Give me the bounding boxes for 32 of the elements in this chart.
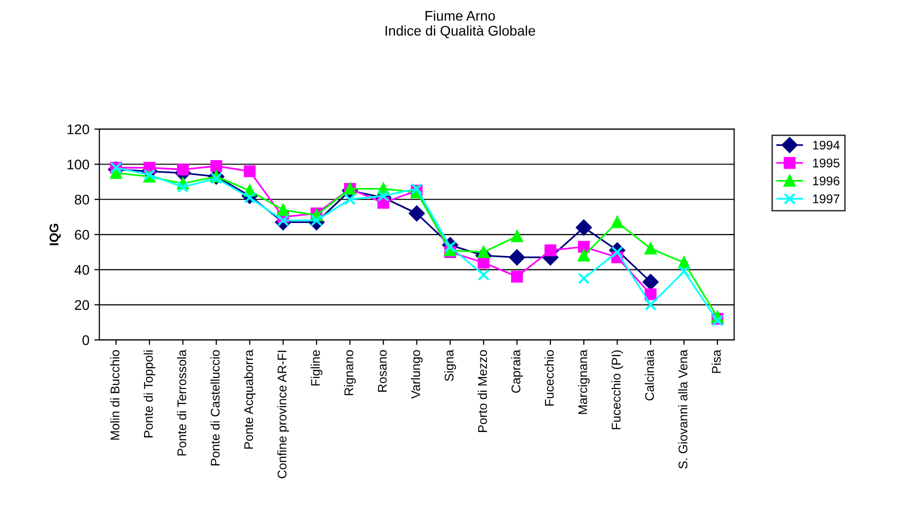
- x-tick-label: Pisa: [712, 350, 721, 373]
- x-tick-label: S. Giovanni alla Vena: [678, 350, 688, 469]
- legend-label: 1997: [813, 194, 840, 204]
- x-tick-label: Fucecchio (PI): [611, 350, 624, 430]
- x-tick-label: Molin di Bucchio: [110, 350, 120, 440]
- y-tick-label: 100: [68, 160, 90, 170]
- x-tick-label: Calcinaia: [644, 350, 654, 400]
- chart-title: Fiume Arno Indice di Qualità Globale: [386, 10, 536, 38]
- y-tick-label: 40: [74, 264, 90, 275]
- x-tick-label: Ponte di Toppoli: [144, 350, 156, 438]
- x-tick-label: Ponte Acquaborra: [244, 350, 256, 449]
- legend-label: 1995: [813, 158, 840, 168]
- x-tick-label: Varlungo: [410, 350, 423, 399]
- y-tick-label: 60: [74, 230, 90, 240]
- legend-label: 1996: [813, 176, 840, 186]
- y-tick-label: 0: [82, 335, 90, 346]
- x-tick-label: Figline: [310, 350, 322, 386]
- x-tick-label: Confine province AR-FI: [277, 350, 289, 478]
- x-tick-label: Ponte di Terrossola: [177, 350, 186, 456]
- y-axis-title: IQG: [50, 224, 61, 246]
- y-tick-label: 120: [68, 124, 90, 134]
- y-tick-label: 80: [74, 194, 90, 205]
- x-tick-label: Porto di Mezzo: [478, 350, 487, 432]
- x-tick-label: Capraia: [511, 350, 523, 393]
- x-tick-label: Signa: [444, 350, 456, 382]
- y-tick-label: 20: [74, 300, 90, 310]
- x-tick-label: Marcignana: [578, 350, 590, 414]
- legend-label: 1994: [813, 140, 840, 150]
- x-tick-label: Rosano: [378, 350, 387, 392]
- x-tick-label: Rignano: [344, 350, 356, 396]
- x-tick-label: Fucecchio: [544, 350, 554, 406]
- x-tick-label: Ponte di Castelluccio: [210, 350, 220, 466]
